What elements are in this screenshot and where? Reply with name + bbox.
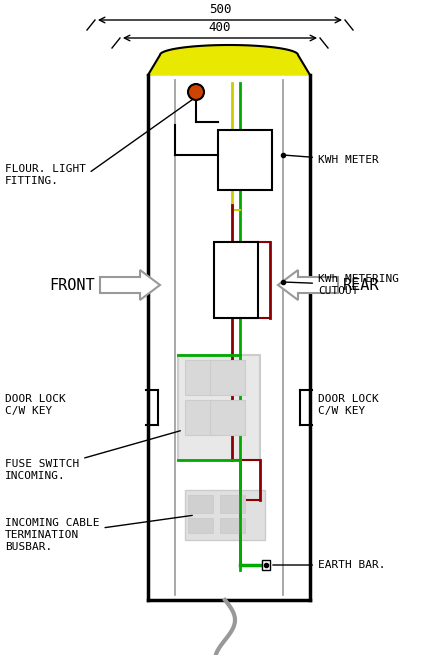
Bar	[178, 355, 260, 460]
Text: REAR: REAR	[343, 278, 379, 293]
Text: FLOUR. LIGHT
FITTING.: FLOUR. LIGHT FITTING.	[5, 99, 194, 186]
Polygon shape	[148, 45, 310, 75]
Bar	[188, 495, 213, 513]
Text: 400: 400	[209, 21, 231, 34]
Text: 500: 500	[209, 3, 231, 16]
Text: KWh METERING
CUTOUT: KWh METERING CUTOUT	[286, 274, 399, 296]
Bar	[185, 490, 265, 540]
Bar	[220, 518, 245, 533]
Bar	[262, 560, 270, 570]
Text: FRONT: FRONT	[49, 278, 95, 293]
Bar	[214, 242, 258, 318]
Bar	[188, 518, 213, 533]
Bar	[210, 360, 245, 395]
Bar	[185, 400, 215, 435]
Text: FUSE SWITCH
INCOMING.: FUSE SWITCH INCOMING.	[5, 431, 180, 481]
Polygon shape	[278, 270, 338, 300]
Bar	[210, 400, 245, 435]
Circle shape	[188, 84, 204, 100]
Bar	[218, 130, 272, 190]
Polygon shape	[100, 270, 160, 300]
Bar	[220, 495, 245, 513]
Text: DOOR LOCK
C/W KEY: DOOR LOCK C/W KEY	[5, 394, 66, 416]
Text: INCOMING CABLE
TERMINATION
BUSBAR.: INCOMING CABLE TERMINATION BUSBAR.	[5, 515, 192, 552]
Text: EARTH BAR.: EARTH BAR.	[273, 560, 385, 570]
Text: KWH METER: KWH METER	[286, 155, 379, 165]
Text: DOOR LOCK
C/W KEY: DOOR LOCK C/W KEY	[318, 394, 379, 416]
Bar	[185, 360, 215, 395]
